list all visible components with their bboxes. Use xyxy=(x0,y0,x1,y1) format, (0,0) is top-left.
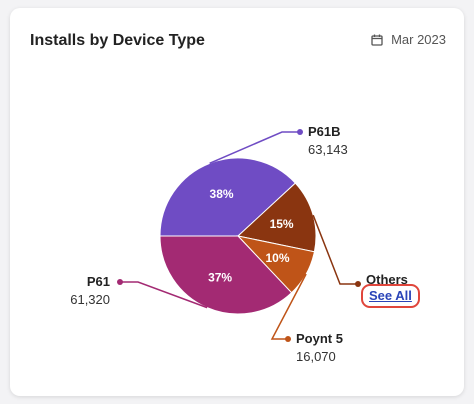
callout-value-p61: 61,320 xyxy=(70,292,110,307)
date-filter[interactable]: Mar 2023 xyxy=(371,32,446,47)
callout-value-p61b: 63,143 xyxy=(308,142,348,157)
pie-chart: 38% 15% 10% 37% P61B 63,143 Others Poynt 5 16,07… xyxy=(70,124,408,364)
callout-name-p61: P61 xyxy=(87,274,110,289)
callout-name-p61b: P61B xyxy=(308,124,341,139)
callout-line-others xyxy=(312,214,358,285)
card-title: Installs by Device Type xyxy=(30,32,205,49)
slice-percent-p61: 37% xyxy=(208,271,232,285)
calendar-icon xyxy=(371,34,383,46)
callout-line-poynt-5 xyxy=(270,273,307,340)
pie-slice-others xyxy=(236,182,317,253)
callout-line-p61 xyxy=(120,281,208,309)
callout-line-p61b xyxy=(209,131,300,165)
callout-name-others: Others xyxy=(366,272,408,287)
see-all-link[interactable]: See All xyxy=(361,284,420,308)
date-label: Mar 2023 xyxy=(391,32,446,47)
callout-value-poynt-5: 16,070 xyxy=(296,349,336,364)
callout-name-poynt-5: Poynt 5 xyxy=(296,331,343,346)
callout-dot-others xyxy=(355,281,361,287)
pie-slice-p61 xyxy=(159,235,293,315)
slice-percent-others: 15% xyxy=(270,217,294,231)
callout-dot-p61b xyxy=(297,129,303,135)
installs-card: Installs by Device Type Mar 2023 38% 15% 1… xyxy=(10,8,464,396)
slice-percent-p61b: 38% xyxy=(210,187,234,201)
callout-dot-p61 xyxy=(117,279,123,285)
callout-dot-poynt-5 xyxy=(285,336,291,342)
slice-percent-poynt-5: 10% xyxy=(265,251,289,265)
